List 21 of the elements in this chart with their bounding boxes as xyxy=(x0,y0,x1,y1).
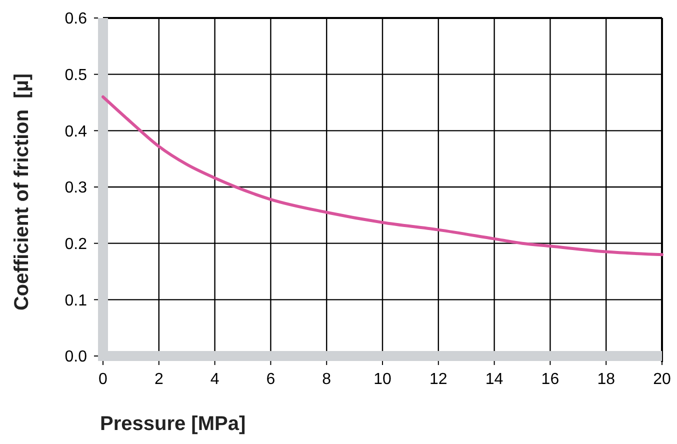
x-tick-label: 4 xyxy=(210,371,220,388)
y-tick-label: 0.5 xyxy=(64,66,88,84)
x-tick-label: 8 xyxy=(322,371,332,388)
y-tick-label: 0.4 xyxy=(64,123,88,140)
x-tick-label: 20 xyxy=(653,371,671,388)
x-tick-label: 16 xyxy=(541,371,560,388)
x-tick-label: 18 xyxy=(597,371,616,388)
y-tick-label: 0.3 xyxy=(64,180,88,197)
x-tick-label: 0 xyxy=(98,371,108,388)
x-tick-label: 6 xyxy=(266,371,276,388)
y-tick-label: 0.2 xyxy=(64,236,88,253)
x-tick-label: 2 xyxy=(154,371,164,388)
x-axis-title: Pressure [MPa] xyxy=(100,413,246,435)
y-tick-label: 0.0 xyxy=(64,348,88,366)
y-axis-title: Coefficient of friction [µ] xyxy=(11,73,33,311)
x-tick-label: 10 xyxy=(374,371,392,388)
x-tick-label: 12 xyxy=(430,371,448,388)
y-tick-label: 0.1 xyxy=(64,292,88,310)
y-tick-label: 0.6 xyxy=(64,10,88,28)
line-series xyxy=(102,95,664,256)
x-tick-label: 14 xyxy=(485,371,504,388)
